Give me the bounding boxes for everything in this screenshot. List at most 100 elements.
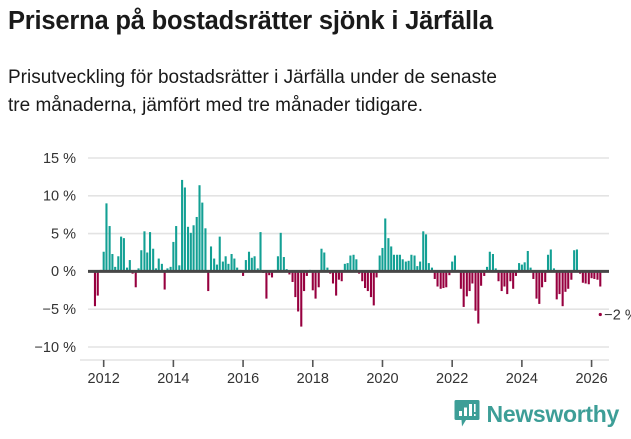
bar — [242, 271, 245, 276]
bar — [546, 254, 550, 272]
bar — [541, 271, 544, 288]
bar — [335, 271, 338, 296]
subtitle-line-2: tre månaderna, jämfört med tre månader t… — [8, 95, 424, 116]
bar — [512, 271, 515, 289]
newsworthy-logo[interactable]: Newsworthy — [454, 399, 619, 429]
y-axis-label: 5 % — [51, 226, 76, 242]
bar — [114, 266, 117, 272]
x-axis-label: 2012 — [88, 371, 120, 387]
bar — [453, 255, 457, 272]
bar — [128, 260, 131, 272]
bar — [305, 271, 308, 276]
bar — [227, 263, 230, 272]
bar — [401, 259, 404, 272]
bar — [445, 271, 448, 288]
bar — [172, 241, 175, 272]
bar — [390, 246, 393, 272]
page-title: Priserna på bostadsrätter sjönk i Järfäl… — [8, 7, 493, 35]
bar — [375, 271, 378, 278]
bar — [294, 271, 297, 298]
x-axis-label: 2026 — [575, 371, 607, 387]
bar — [137, 268, 140, 272]
bar — [195, 216, 198, 272]
bar — [552, 268, 555, 272]
bar — [416, 266, 419, 272]
bar — [442, 271, 445, 289]
bar — [314, 271, 317, 299]
bar — [221, 261, 224, 272]
bar — [396, 254, 399, 272]
bar — [117, 256, 120, 272]
bar — [587, 271, 590, 285]
bar — [250, 257, 253, 272]
bar — [192, 225, 195, 272]
bar — [300, 271, 303, 327]
bar — [369, 271, 373, 298]
bar — [471, 271, 474, 284]
bar — [146, 252, 149, 272]
bar — [427, 263, 430, 272]
bar — [102, 251, 105, 272]
y-axis-label: 10 % — [43, 189, 76, 205]
bar — [526, 250, 529, 272]
bar — [111, 254, 114, 272]
bar — [343, 263, 346, 272]
bar — [163, 271, 166, 290]
bar — [599, 271, 602, 287]
bar — [488, 251, 491, 272]
bar — [506, 271, 509, 295]
x-axis-label: 2018 — [297, 371, 329, 387]
annotation-marker — [598, 312, 602, 317]
bar — [154, 268, 157, 272]
bar — [514, 271, 517, 276]
bar — [140, 250, 143, 272]
bar — [451, 261, 454, 272]
bar — [480, 271, 483, 286]
bar — [593, 271, 596, 279]
bar — [419, 261, 422, 272]
bar — [125, 267, 129, 272]
bar — [204, 228, 207, 272]
bar — [224, 256, 227, 272]
bar — [303, 271, 306, 292]
bar — [596, 271, 599, 280]
chart-svg: −10 % −5 % 0 % 5 % 10 % 15 % 2012 2014 2016 2018 2… — [34, 151, 631, 387]
bar — [366, 271, 369, 292]
bar — [433, 271, 436, 279]
subtitle-line-1: Prisutveckling för bostadsrätter i Järfä… — [8, 67, 497, 88]
bar — [538, 271, 541, 304]
bar — [320, 248, 323, 272]
bar — [311, 271, 314, 291]
bar — [575, 249, 578, 272]
bar — [361, 271, 364, 282]
bar — [410, 254, 413, 272]
bar — [282, 257, 285, 272]
bar — [201, 202, 204, 272]
bar — [317, 271, 320, 288]
bar — [468, 271, 471, 292]
bar — [590, 271, 593, 279]
bar — [381, 247, 384, 272]
bar — [148, 232, 152, 272]
bar — [183, 187, 186, 272]
y-axis-label: −10 % — [34, 340, 76, 356]
bar — [331, 271, 335, 284]
bar — [134, 271, 137, 288]
bar — [105, 203, 108, 272]
bar — [413, 255, 416, 272]
bar — [236, 267, 239, 272]
bar — [477, 271, 480, 324]
bar — [500, 271, 503, 292]
bar — [430, 267, 434, 272]
bar — [561, 271, 564, 307]
bar — [96, 271, 99, 296]
bar — [398, 254, 401, 272]
bar — [535, 271, 538, 299]
y-axis-label: 0 % — [51, 264, 76, 280]
bar — [259, 232, 262, 272]
y-axis-label: −5 % — [43, 302, 77, 318]
bar — [491, 254, 494, 272]
chart-bars-icon — [454, 399, 480, 429]
bar — [93, 271, 97, 307]
